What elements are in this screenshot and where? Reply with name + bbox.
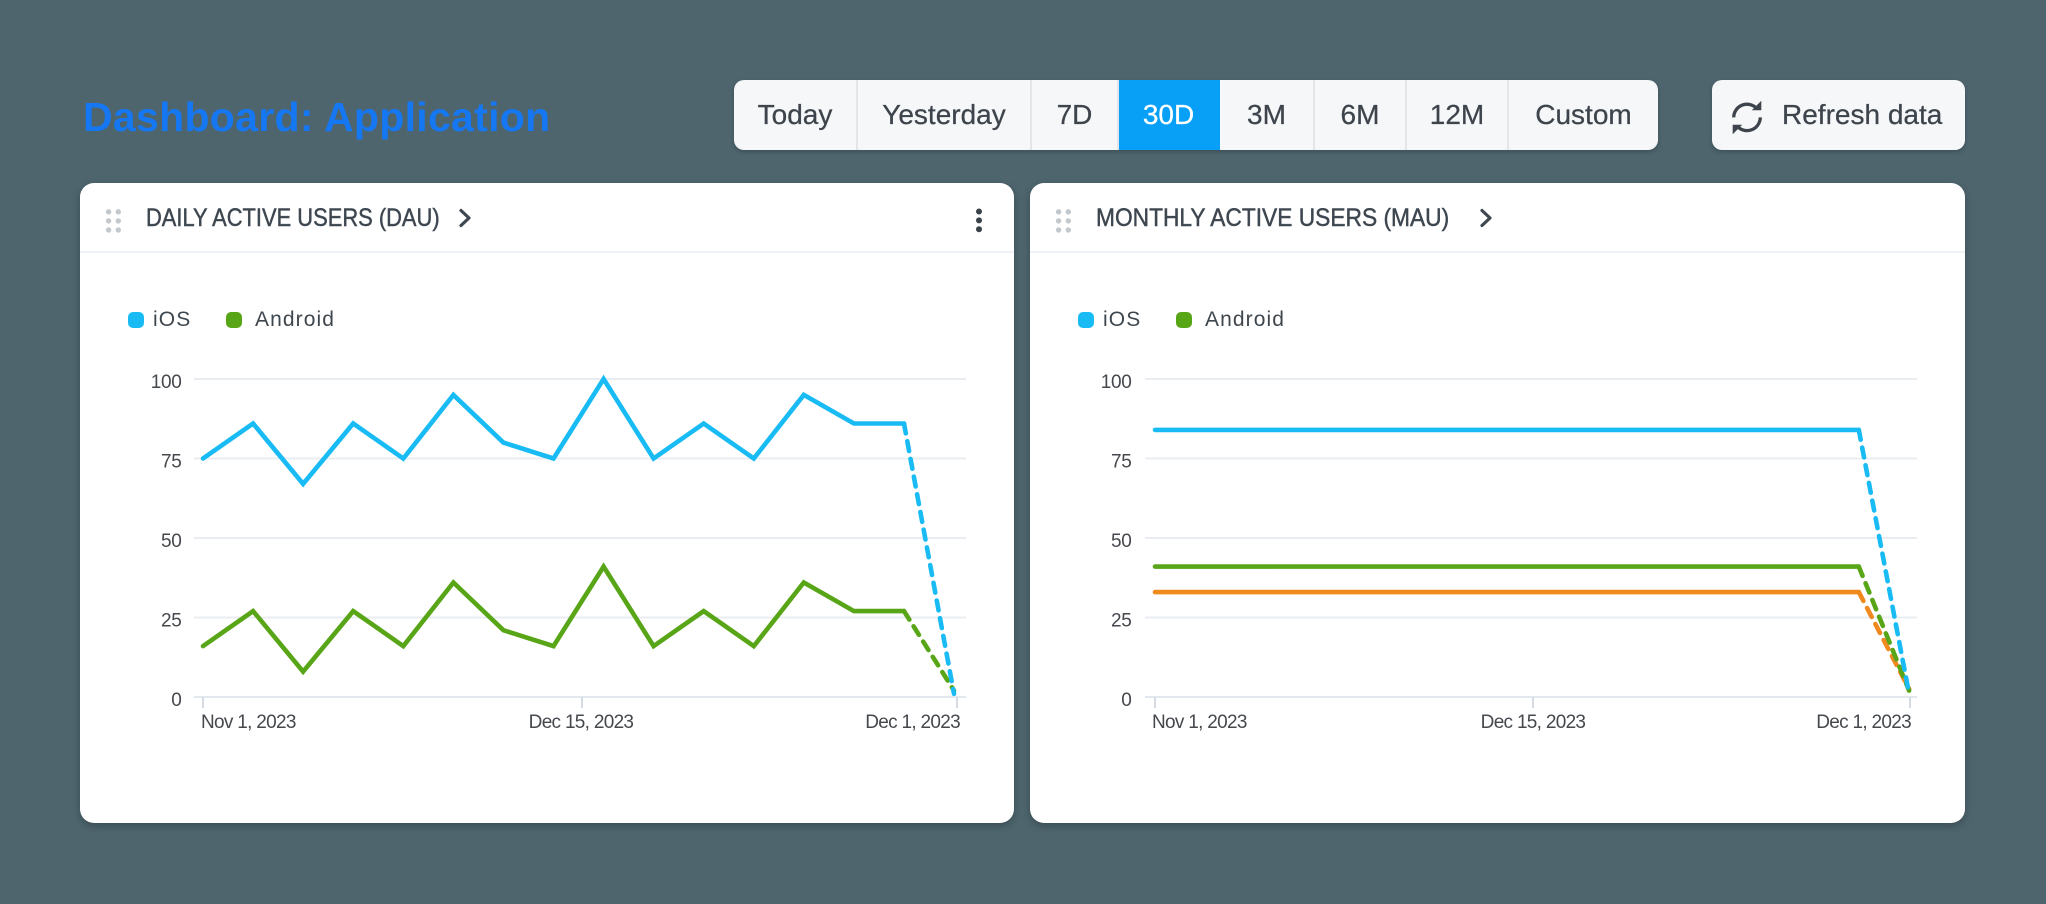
svg-text:Nov 1, 2023: Nov 1, 2023 <box>1152 712 1247 733</box>
svg-text:50: 50 <box>161 531 182 552</box>
svg-text:75: 75 <box>161 452 182 473</box>
svg-text:0: 0 <box>171 690 181 711</box>
svg-text:25: 25 <box>161 611 182 632</box>
svg-text:Nov 1, 2023: Nov 1, 2023 <box>201 712 296 733</box>
svg-text:Dec 1, 2023: Dec 1, 2023 <box>865 712 960 733</box>
svg-text:Dec 15, 2023: Dec 15, 2023 <box>529 712 634 733</box>
svg-text:100: 100 <box>151 372 182 393</box>
svg-text:Dec 15, 2023: Dec 15, 2023 <box>1481 712 1586 733</box>
svg-text:50: 50 <box>1111 531 1132 552</box>
svg-text:75: 75 <box>1111 452 1132 473</box>
svg-text:25: 25 <box>1111 611 1132 632</box>
svg-text:0: 0 <box>1121 690 1131 711</box>
svg-text:Dec 1, 2023: Dec 1, 2023 <box>1816 712 1911 733</box>
svg-text:100: 100 <box>1101 372 1132 393</box>
